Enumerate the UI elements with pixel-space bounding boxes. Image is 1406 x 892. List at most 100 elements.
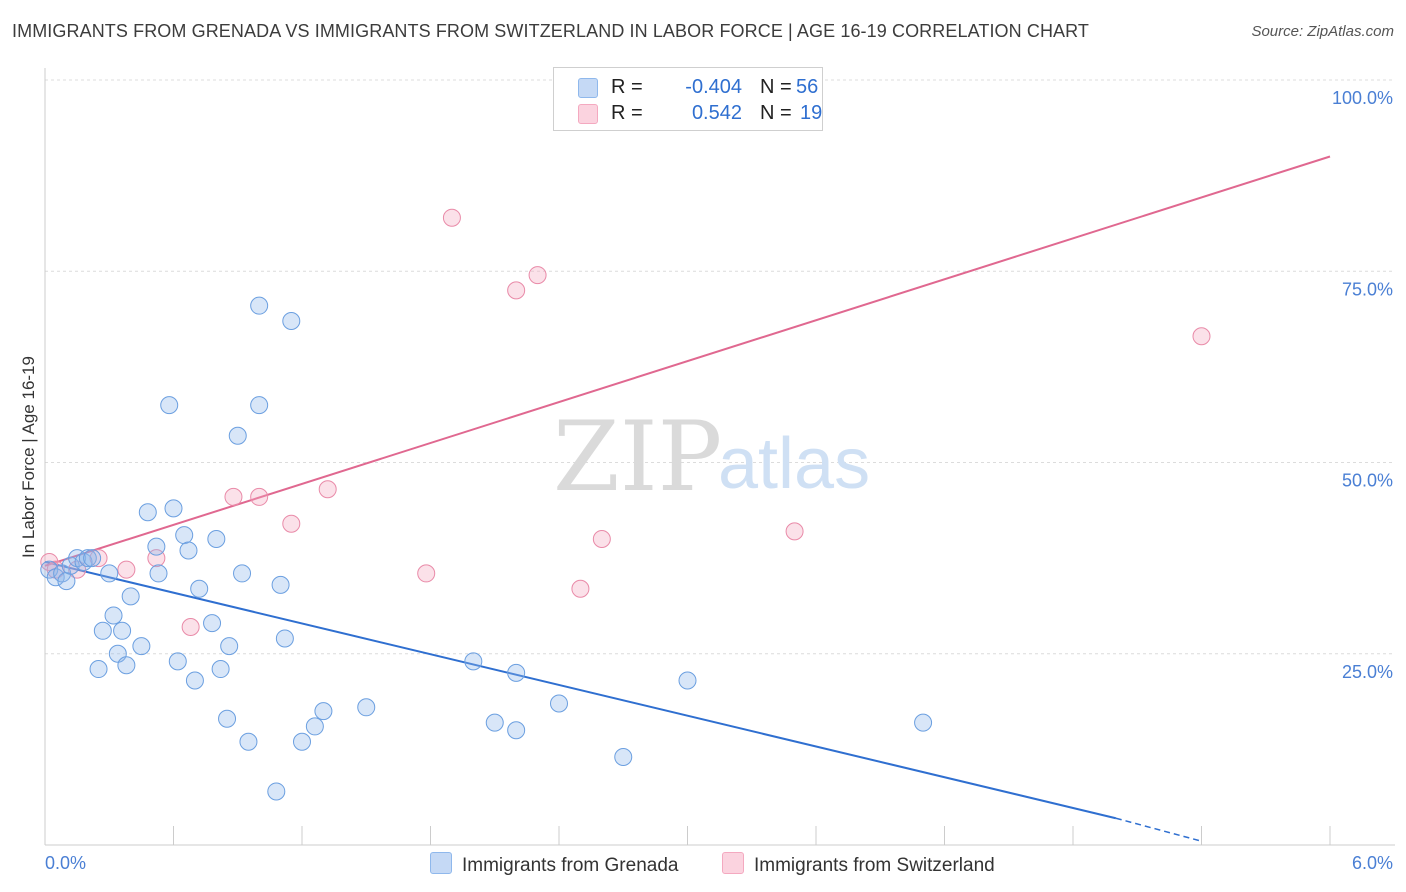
point-grenada — [203, 614, 222, 633]
point-switzerland — [282, 514, 301, 533]
point-grenada — [357, 698, 376, 717]
legend-r-label: R = — [611, 102, 643, 124]
point-grenada — [104, 606, 123, 625]
trend-lines — [44, 155, 1331, 842]
point-switzerland — [785, 522, 804, 541]
point-grenada — [250, 396, 269, 415]
point-grenada — [132, 637, 151, 656]
point-grenada — [207, 530, 226, 548]
legend-item-grenada: Immigrants from Grenada — [430, 852, 678, 877]
point-grenada — [160, 396, 179, 415]
axes — [44, 68, 1395, 846]
point-grenada — [149, 564, 168, 583]
watermark: ZIP atlas — [553, 401, 870, 513]
legend-label-grenada: Immigrants from Grenada — [462, 855, 679, 876]
point-grenada — [113, 621, 132, 640]
point-switzerland — [592, 530, 611, 548]
x-tick-label: 6.0% — [1352, 853, 1393, 873]
legend-n-value: 56 — [796, 76, 819, 98]
point-grenada — [485, 713, 504, 732]
y-axis-label: In Labor Force | Age 16-19 — [19, 356, 38, 558]
point-grenada — [914, 713, 933, 732]
point-grenada — [100, 564, 119, 583]
y-tick-label: 50.0% — [1342, 471, 1393, 491]
point-grenada — [250, 296, 269, 315]
point-grenada — [314, 702, 333, 721]
point-grenada — [305, 717, 324, 736]
point-switzerland — [40, 552, 59, 571]
y-tick-label: 25.0% — [1342, 662, 1393, 682]
legend-label-switzerland: Immigrants from Switzerland — [754, 855, 995, 876]
grenada-legend-icon — [430, 852, 452, 874]
watermark-zip: ZIP — [553, 401, 722, 513]
point-grenada — [175, 526, 194, 545]
point-grenada — [550, 694, 568, 713]
point-grenada — [267, 782, 286, 801]
point-switzerland — [1192, 327, 1211, 346]
point-grenada — [507, 663, 526, 682]
point-grenada — [282, 311, 301, 330]
legend-r-value: -0.404 — [685, 76, 742, 98]
point-grenada — [179, 541, 198, 560]
legend-n-value: 19 — [800, 102, 823, 124]
point-grenada — [275, 629, 294, 648]
point-grenada — [117, 656, 136, 675]
switzerland-legend-icon — [722, 852, 744, 874]
point-grenada — [678, 671, 697, 690]
legend-item-switzerland: Immigrants from Switzerland — [722, 852, 995, 877]
point-grenada — [57, 572, 76, 591]
point-switzerland — [528, 266, 547, 285]
switzerland-swatch-icon — [578, 104, 598, 124]
point-grenada — [168, 652, 187, 671]
point-switzerland — [89, 549, 108, 568]
point-grenada — [185, 671, 204, 690]
point-grenada — [614, 748, 633, 767]
gridlines — [45, 79, 1395, 655]
point-grenada — [89, 660, 108, 679]
point-grenada — [507, 721, 526, 740]
trend-line-grenada — [44, 560, 1117, 820]
point-switzerland — [250, 487, 269, 506]
point-grenada — [464, 652, 483, 671]
y-tick-label: 100.0% — [1332, 88, 1393, 108]
legend-r-label: R = — [611, 76, 643, 98]
point-switzerland — [318, 480, 337, 499]
legend-n-label: N = — [760, 102, 792, 124]
point-switzerland — [442, 208, 461, 227]
point-grenada — [218, 709, 237, 728]
point-grenada — [220, 637, 239, 656]
trend-line-switzerland — [44, 155, 1331, 567]
point-grenada — [239, 732, 258, 751]
point-switzerland — [181, 617, 200, 636]
point-grenada — [228, 426, 247, 445]
point-grenada — [138, 503, 157, 522]
tick-labels: 25.0% 50.0% 75.0% 100.0% 0.0% 6.0% — [45, 88, 1393, 873]
watermark-atlas: atlas — [718, 424, 870, 504]
source-label: Source: ZipAtlas.com — [1251, 23, 1394, 40]
chart-title: IMMIGRANTS FROM GRENADA VS IMMIGRANTS FR… — [12, 21, 1090, 41]
point-grenada — [93, 621, 112, 640]
point-grenada — [78, 549, 97, 568]
legend-n-label: N = — [760, 76, 792, 98]
point-switzerland — [571, 579, 590, 598]
point-switzerland — [224, 487, 243, 506]
point-grenada — [147, 537, 166, 556]
point-grenada — [190, 579, 209, 598]
point-grenada — [164, 499, 183, 518]
point-grenada — [293, 732, 311, 751]
point-grenada — [271, 575, 290, 594]
point-grenada — [121, 587, 140, 606]
legend-r-value: 0.542 — [691, 102, 742, 124]
point-grenada — [211, 660, 230, 679]
point-switzerland — [117, 560, 136, 579]
correlation-legend: R = -0.404 N = 56 R = 0.542 N = 19 — [553, 67, 823, 131]
grenada-swatch-icon — [578, 78, 598, 98]
point-switzerland — [417, 564, 436, 583]
point-grenada — [83, 549, 102, 568]
trend-line-grenada-extension — [1115, 817, 1202, 842]
x-tick-label: 0.0% — [45, 853, 86, 873]
y-tick-label: 75.0% — [1342, 279, 1393, 299]
point-switzerland — [507, 281, 526, 300]
point-grenada — [233, 564, 252, 583]
